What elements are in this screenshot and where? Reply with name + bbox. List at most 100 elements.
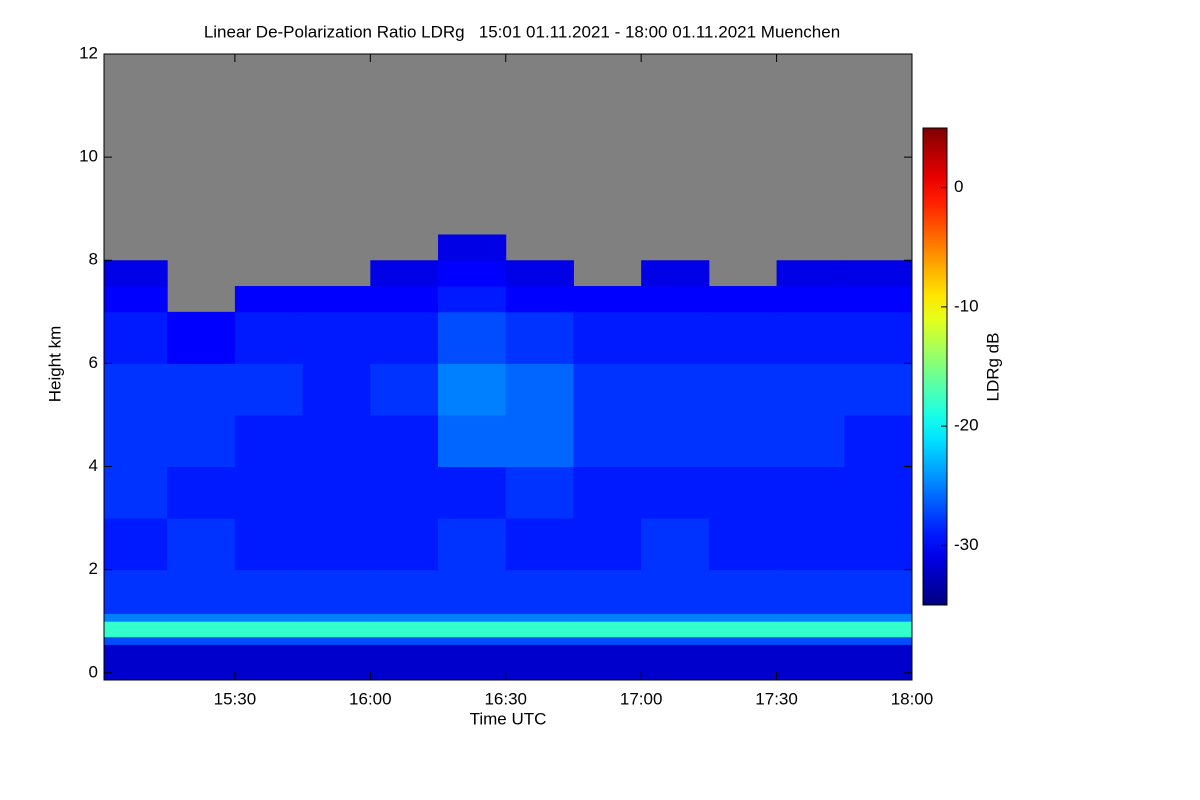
heatmap-cell <box>776 286 845 313</box>
heatmap-cell <box>776 644 845 681</box>
heatmap-cell <box>104 518 168 571</box>
heatmap-cell <box>438 286 507 313</box>
heatmap-cell <box>708 636 778 645</box>
heatmap-cell <box>104 636 168 645</box>
colorbar-label: LDRg dB <box>983 333 1002 402</box>
x-tick-label: 17:00 <box>620 689 663 708</box>
heatmap-cell <box>708 644 778 681</box>
heatmap-cell <box>167 311 236 364</box>
heatmap-cell <box>776 414 845 468</box>
heatmap-cell <box>104 286 168 313</box>
x-tick-label: 16:30 <box>484 689 527 708</box>
heatmap-cell <box>104 311 168 364</box>
heatmap-cell <box>370 569 439 614</box>
x-axis-label: Time UTC <box>470 709 547 728</box>
heatmap-cell <box>708 621 778 638</box>
heatmap-cell <box>844 260 913 287</box>
y-tick-label: 6 <box>89 353 98 372</box>
heatmap-cell <box>302 621 371 638</box>
heatmap-cell <box>573 644 642 681</box>
heatmap-cell <box>234 363 304 416</box>
heatmap-cell <box>505 621 574 638</box>
heatmap-cell <box>776 311 845 364</box>
heatmap-cell <box>438 644 507 681</box>
heatmap-cell <box>573 636 642 645</box>
y-tick-label: 4 <box>89 456 98 475</box>
y-tick-label: 12 <box>79 43 98 62</box>
heatmap-cell <box>641 363 710 416</box>
heatmap-cell <box>708 466 778 519</box>
heatmap-cell <box>844 414 913 468</box>
heatmap-cell <box>776 466 845 519</box>
y-tick-label: 2 <box>89 559 98 578</box>
colorbar-tick-label: 0 <box>954 177 963 196</box>
heatmap-cell <box>234 311 304 364</box>
heatmap-cell <box>104 260 168 287</box>
heatmap-cell <box>641 621 710 638</box>
heatmap-cell <box>438 234 507 261</box>
heatmap-cell <box>573 569 642 614</box>
y-axis-label: Height km <box>45 326 64 403</box>
heatmap-cell <box>505 466 574 519</box>
colorbar-tick-label: -10 <box>954 296 979 315</box>
heatmap-cell <box>302 286 371 313</box>
heatmap-cell <box>573 613 642 622</box>
heatmap-cell <box>844 569 913 614</box>
heatmap-cell <box>573 311 642 364</box>
heatmap-cell <box>438 613 507 622</box>
heatmap-cell <box>167 569 236 614</box>
heatmap-cell <box>234 569 304 614</box>
heatmap-cell <box>370 363 439 416</box>
heatmap-cell <box>505 518 574 571</box>
heatmap-cell <box>370 286 439 313</box>
heatmap-cell <box>776 518 845 571</box>
heatmap-cell <box>167 636 236 645</box>
heatmap-cell <box>167 613 236 622</box>
heatmap-cell <box>438 414 507 468</box>
heatmap-cell <box>573 466 642 519</box>
heatmap-cell <box>708 286 778 313</box>
heatmap-cell <box>370 621 439 638</box>
heatmap-cell <box>844 466 913 519</box>
colorbar <box>922 127 948 606</box>
heatmap-cell <box>370 260 439 287</box>
heatmap-cell <box>844 621 913 638</box>
colorbar-tick-label: -30 <box>954 535 979 554</box>
heatmap-cell <box>370 311 439 364</box>
y-tick-label: 0 <box>89 662 98 681</box>
heatmap-cell <box>776 621 845 638</box>
heatmap-cell <box>641 286 710 313</box>
heatmap-cell <box>167 644 236 681</box>
heatmap-cell <box>302 644 371 681</box>
heatmap-cell <box>104 363 168 416</box>
heatmap-cell <box>104 644 168 681</box>
heatmap-cell <box>573 621 642 638</box>
heatmap-cell <box>438 363 507 416</box>
heatmap-cell <box>302 414 371 468</box>
heatmap-cell <box>370 414 439 468</box>
heatmap-cell <box>505 613 574 622</box>
plot-frame <box>103 53 913 681</box>
heatmap-cell <box>641 260 710 287</box>
heatmap-cell <box>370 644 439 681</box>
heatmap-cell <box>573 286 642 313</box>
heatmap-cell <box>641 518 710 571</box>
heatmap-cell <box>234 644 304 681</box>
heatmap-cell <box>505 286 574 313</box>
heatmap-cell <box>776 363 845 416</box>
heatmap-cell <box>302 636 371 645</box>
heatmap-cell <box>438 311 507 364</box>
heatmap-cell <box>167 518 236 571</box>
heatmap-cell <box>234 286 304 313</box>
heatmap-cell <box>302 363 371 416</box>
heatmap-cell <box>505 363 574 416</box>
heatmap-cell <box>844 613 913 622</box>
heatmap-cell <box>505 414 574 468</box>
heatmap-cell <box>167 363 236 416</box>
heatmap-cell <box>167 414 236 468</box>
heatmap-cell <box>641 414 710 468</box>
heatmap-cell <box>505 644 574 681</box>
heatmap-cell <box>438 621 507 638</box>
heatmap-cell <box>641 644 710 681</box>
heatmap-cell <box>844 311 913 364</box>
